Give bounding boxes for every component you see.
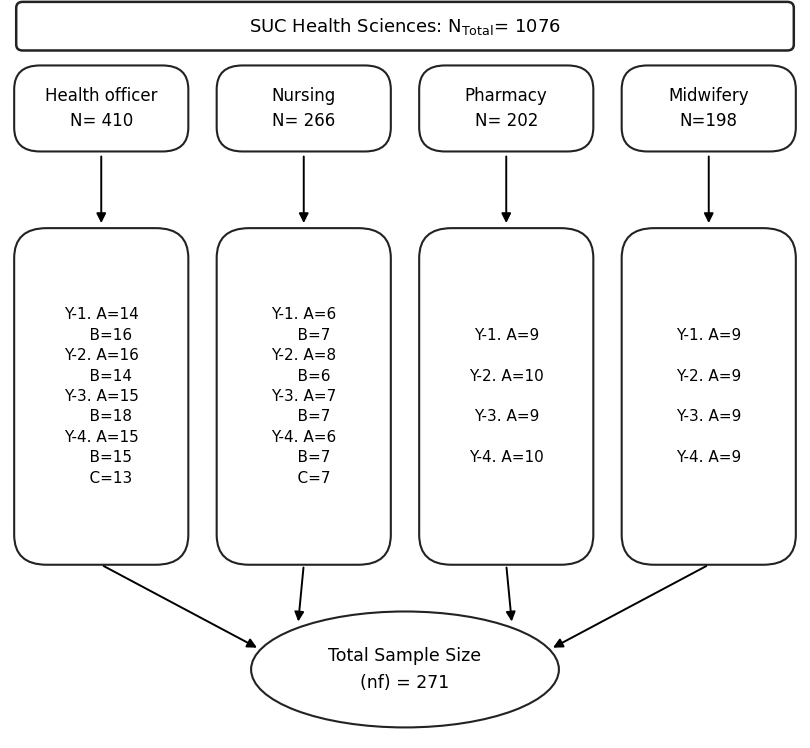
Text: Y-1. A=14
    B=16
Y-2. A=16
    B=14
Y-3. A=15
    B=18
Y-4. A=15
    B=15
    : Y-1. A=14 B=16 Y-2. A=16 B=14 Y-3. A=15 … <box>64 307 139 485</box>
FancyBboxPatch shape <box>15 228 188 565</box>
FancyBboxPatch shape <box>622 66 795 152</box>
FancyBboxPatch shape <box>16 2 794 51</box>
Ellipse shape <box>251 612 559 727</box>
FancyBboxPatch shape <box>420 228 593 565</box>
Text: Health officer
N= 410: Health officer N= 410 <box>45 87 157 130</box>
Text: Y-1. A=6
    B=7
Y-2. A=8
    B=6
Y-3. A=7
    B=7
Y-4. A=6
    B=7
    C=7: Y-1. A=6 B=7 Y-2. A=8 B=6 Y-3. A=7 B=7 Y… <box>271 307 336 485</box>
FancyBboxPatch shape <box>217 66 391 152</box>
FancyBboxPatch shape <box>15 66 188 152</box>
Text: Midwifery
N=198: Midwifery N=198 <box>668 87 749 130</box>
Text: Nursing
N= 266: Nursing N= 266 <box>271 87 336 130</box>
Text: Y-1. A=9

Y-2. A=10

Y-3. A=9

Y-4. A=10: Y-1. A=9 Y-2. A=10 Y-3. A=9 Y-4. A=10 <box>469 328 544 465</box>
FancyBboxPatch shape <box>420 66 593 152</box>
Text: Pharmacy
N= 202: Pharmacy N= 202 <box>465 87 548 130</box>
Text: Total Sample Size
(nf) = 271: Total Sample Size (nf) = 271 <box>328 647 482 692</box>
Text: SUC Health Sciences: N$_{\mathregular{Total}}$= 1076: SUC Health Sciences: N$_{\mathregular{To… <box>249 16 561 37</box>
FancyBboxPatch shape <box>217 228 391 565</box>
FancyBboxPatch shape <box>622 228 795 565</box>
Text: Y-1. A=9

Y-2. A=9

Y-3. A=9

Y-4. A=9: Y-1. A=9 Y-2. A=9 Y-3. A=9 Y-4. A=9 <box>676 328 741 465</box>
